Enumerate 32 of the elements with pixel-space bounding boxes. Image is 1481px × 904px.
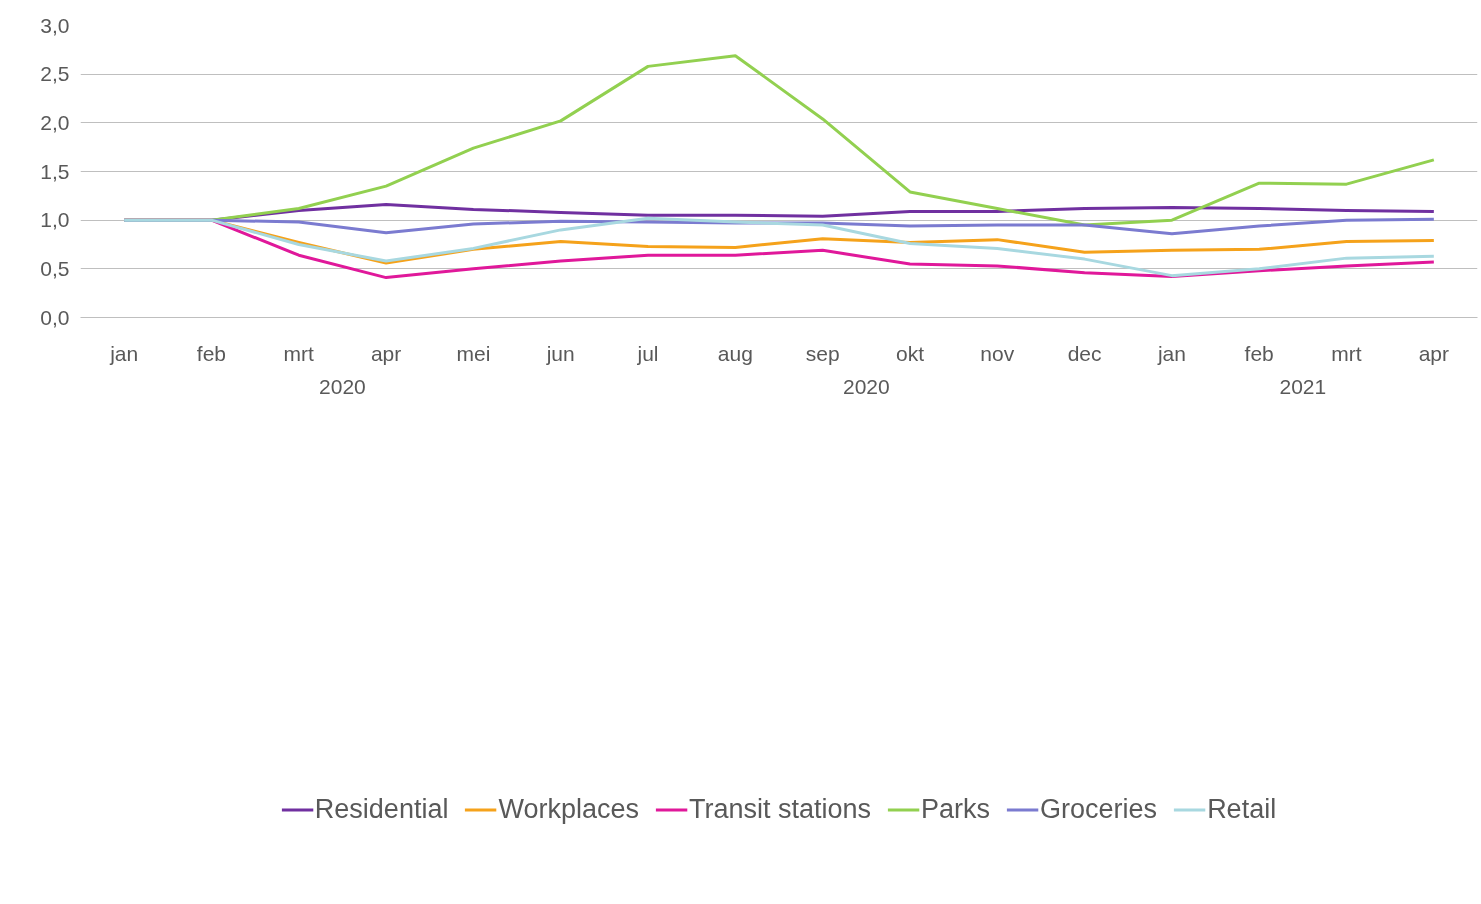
y-tick-label: 1,5 (40, 159, 70, 183)
y-tick-label: 2,0 (40, 110, 70, 134)
y-tick-label: 0,5 (40, 256, 70, 280)
x-tick-label: dec (1067, 341, 1102, 365)
legend-label: Transit stations (688, 793, 872, 825)
legend-label: Retail (1207, 793, 1277, 825)
x-tick-label: mei (456, 341, 491, 365)
text: 2020 (842, 374, 890, 398)
x-tick-label: apr (370, 341, 402, 365)
legend-label: Parks (921, 793, 991, 825)
text: 2021 (1279, 374, 1327, 398)
x-tick-label: okt (895, 341, 925, 365)
x-tick-label: mrt (1331, 341, 1362, 365)
x-tick-label: jun (545, 341, 575, 365)
y-tick-label: 2,5 (40, 62, 70, 86)
legend-label: Residential (314, 793, 449, 825)
x-tick-label: nov (980, 341, 1015, 365)
x-tick-label: jul (636, 341, 659, 365)
x-tick-label: feb (196, 341, 227, 365)
x-tick-label: jan (109, 341, 139, 365)
y-tick-label: 0,0 (40, 305, 70, 329)
x-tick-label: aug (717, 341, 753, 365)
x-tick-label: feb (1244, 341, 1274, 365)
x-tick-label: jan (1156, 341, 1186, 365)
x-tick-label: sep (805, 341, 840, 365)
y-tick-label: 3,0 (40, 13, 70, 37)
legend-label: Workplaces (498, 793, 639, 825)
x-tick-label: apr (1418, 341, 1450, 365)
text: 2020 (319, 374, 366, 398)
y-tick-label: 1,0 (40, 208, 70, 232)
legend-label: Groceries (1040, 793, 1158, 825)
x-tick-label: mrt (283, 341, 315, 365)
